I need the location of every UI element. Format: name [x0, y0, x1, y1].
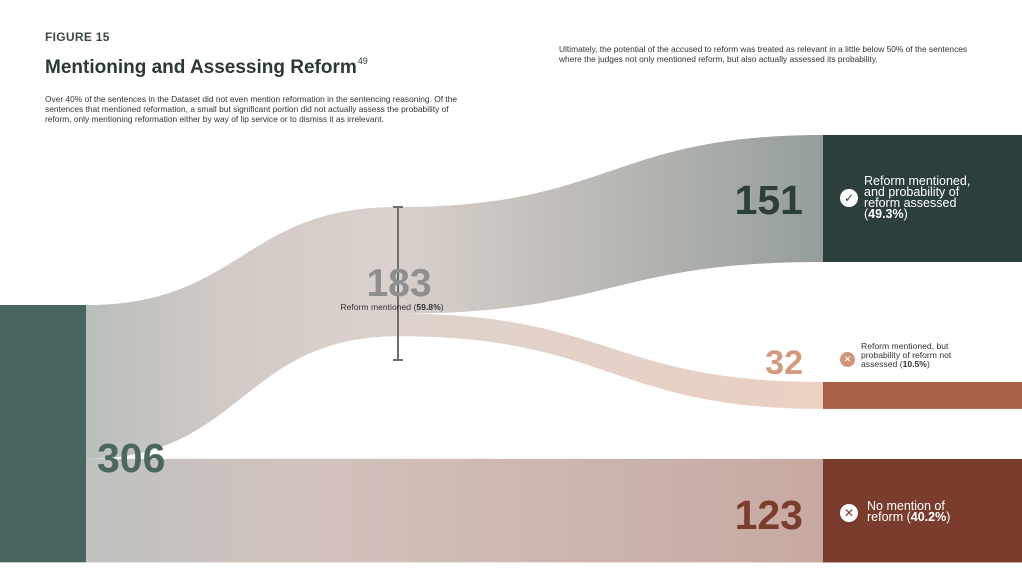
assessed-label-line2: and probability of [864, 185, 960, 199]
no-mention-label-line1: No mention of [867, 499, 945, 513]
link-total-to-mentioned [86, 207, 398, 459]
assessed-label: Reform mentioned, and probability of ref… [864, 174, 971, 221]
node-total [0, 305, 86, 563]
node-not-assessed [823, 382, 1022, 409]
assessed-label-pct: 49.3% [868, 207, 904, 221]
title-text: Mentioning and Assessing Reform [45, 57, 357, 78]
value-label-mentioned: 183 [366, 262, 431, 305]
assessed-label-line3: reform assessed [864, 196, 957, 210]
note-paragraph: Ultimately, the potential of the accused… [559, 44, 968, 64]
mentioned-label-text: Reform mentioned ( [340, 302, 416, 312]
link-total-to-no-mention [86, 458, 823, 563]
page-title: Mentioning and Assessing Reform49 [45, 56, 368, 79]
value-label-assessed: 151 [735, 177, 803, 223]
not-assessed-label-line3: assessed ( [861, 359, 903, 369]
mentioned-label: Reform mentioned (59.8%) [340, 302, 443, 312]
no-mention-label: No mention of reform (40.2%) [867, 499, 951, 524]
intro-paragraph: Over 40% of the sentences in the Dataset… [45, 94, 458, 124]
not-assessed-label: Reform mentioned, but probability of ref… [861, 341, 952, 369]
not-assessed-label-pct: 10.5% [902, 359, 927, 369]
value-label-total: 306 [97, 435, 165, 481]
cross-icon: ✕ [840, 504, 858, 522]
value-label-not-assessed: 32 [765, 344, 803, 382]
check-icon: ✓ [840, 189, 858, 207]
not-assessed-label-line2: probability of reform not [861, 350, 952, 360]
mentioned-label-pct: 59.8% [416, 302, 441, 312]
mentioned-bracket [393, 206, 403, 361]
not-assessed-label-line1: Reform mentioned, but [861, 341, 949, 351]
assessed-label-line1: Reform mentioned, [864, 174, 971, 188]
link-mentioned-to-assessed [398, 135, 823, 314]
figure-label: FIGURE 15 [45, 30, 110, 44]
no-mention-label-line2: reform ( [867, 510, 911, 524]
title-footnote: 49 [357, 56, 368, 66]
cross-icon: ✕ [840, 352, 855, 367]
link-mentioned-to-not-assessed [398, 313, 823, 409]
no-mention-label-pct: 40.2% [910, 510, 947, 524]
value-label-no-mention: 123 [735, 492, 803, 538]
